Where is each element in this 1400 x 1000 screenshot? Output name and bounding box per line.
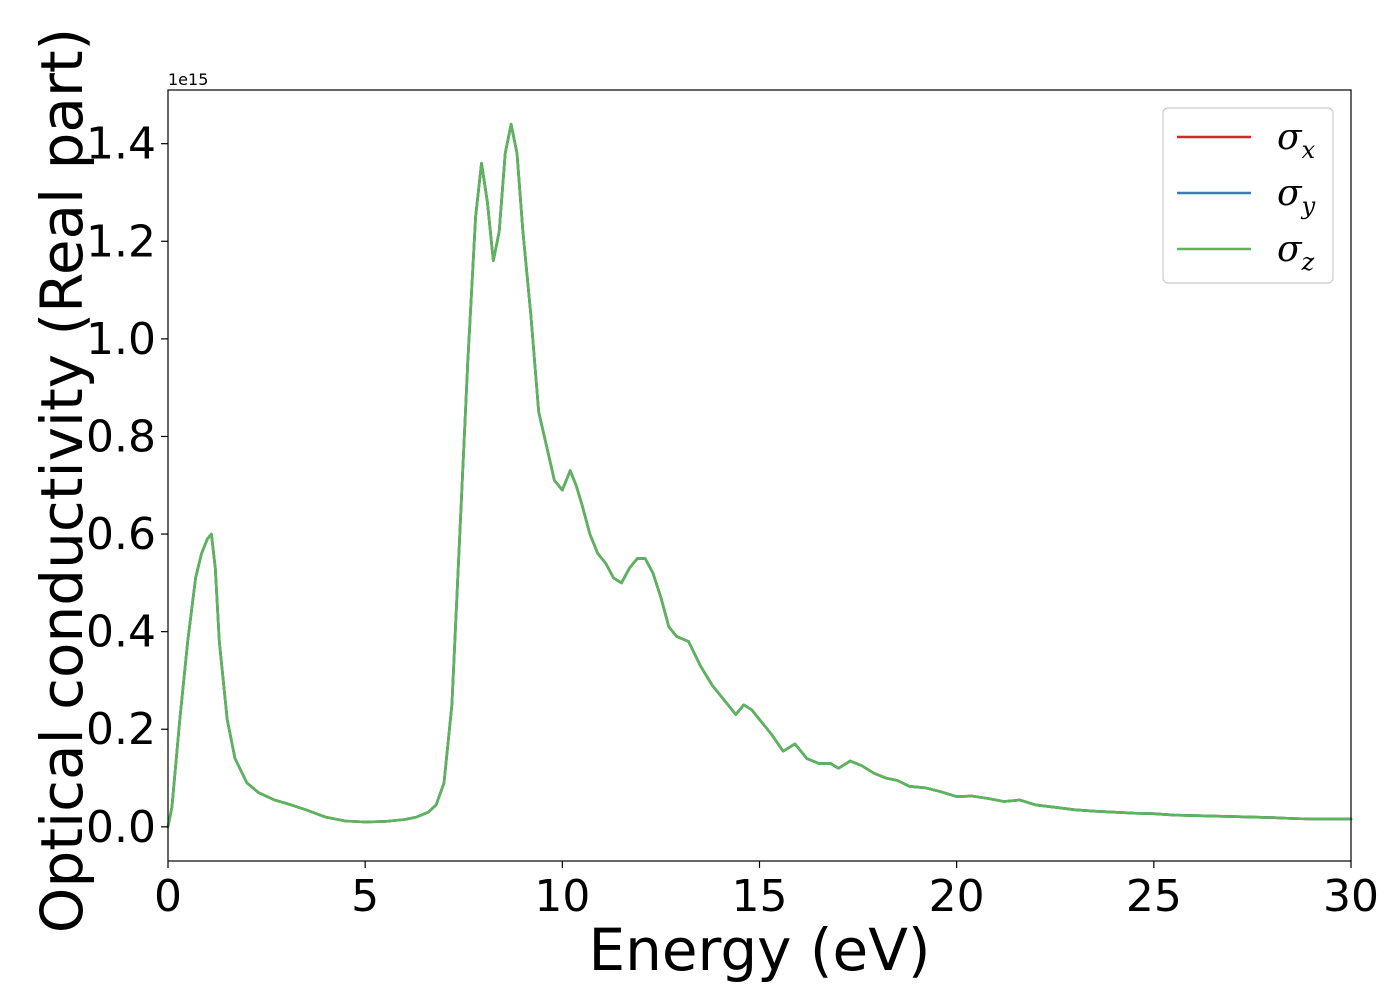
y-tick-label: 0.4 bbox=[86, 607, 156, 658]
x-tick-label: 15 bbox=[732, 871, 788, 922]
legend: σx σy σz bbox=[1162, 107, 1334, 284]
x-axis: 0 5 10 15 20 25 30 bbox=[154, 861, 1379, 922]
y-axis: 0.0 0.2 0.4 0.6 0.8 1.0 1.2 1.4 bbox=[86, 119, 168, 853]
y-axis-label: Optical conductivity (Real part) bbox=[28, 28, 96, 933]
y-tick-label: 0.6 bbox=[86, 509, 156, 560]
y-tick-label: 0.0 bbox=[86, 802, 156, 853]
legend-label-x: σx bbox=[1277, 117, 1316, 164]
x-tick-label: 30 bbox=[1323, 871, 1379, 922]
y-tick-label: 1.4 bbox=[86, 119, 156, 170]
legend-label-z: σz bbox=[1277, 229, 1315, 276]
x-tick-label: 0 bbox=[154, 871, 182, 922]
x-tick-label: 5 bbox=[351, 871, 379, 922]
x-tick-label: 25 bbox=[1126, 871, 1182, 922]
series-layer bbox=[166, 122, 1353, 829]
y-tick-label: 1.2 bbox=[86, 216, 156, 267]
x-axis-label: Energy (eV) bbox=[588, 916, 930, 984]
y-tick-label: 0.2 bbox=[86, 704, 156, 755]
x-tick-label: 10 bbox=[534, 871, 590, 922]
y-tick-label: 0.8 bbox=[86, 411, 156, 462]
x-tick-label: 20 bbox=[929, 871, 985, 922]
y-offset-label: 1e15 bbox=[168, 70, 208, 89]
legend-label-y: σy bbox=[1277, 173, 1316, 220]
y-tick-label: 1.0 bbox=[86, 314, 156, 365]
series-line-z bbox=[166, 122, 1353, 829]
legend-box bbox=[1162, 107, 1334, 284]
